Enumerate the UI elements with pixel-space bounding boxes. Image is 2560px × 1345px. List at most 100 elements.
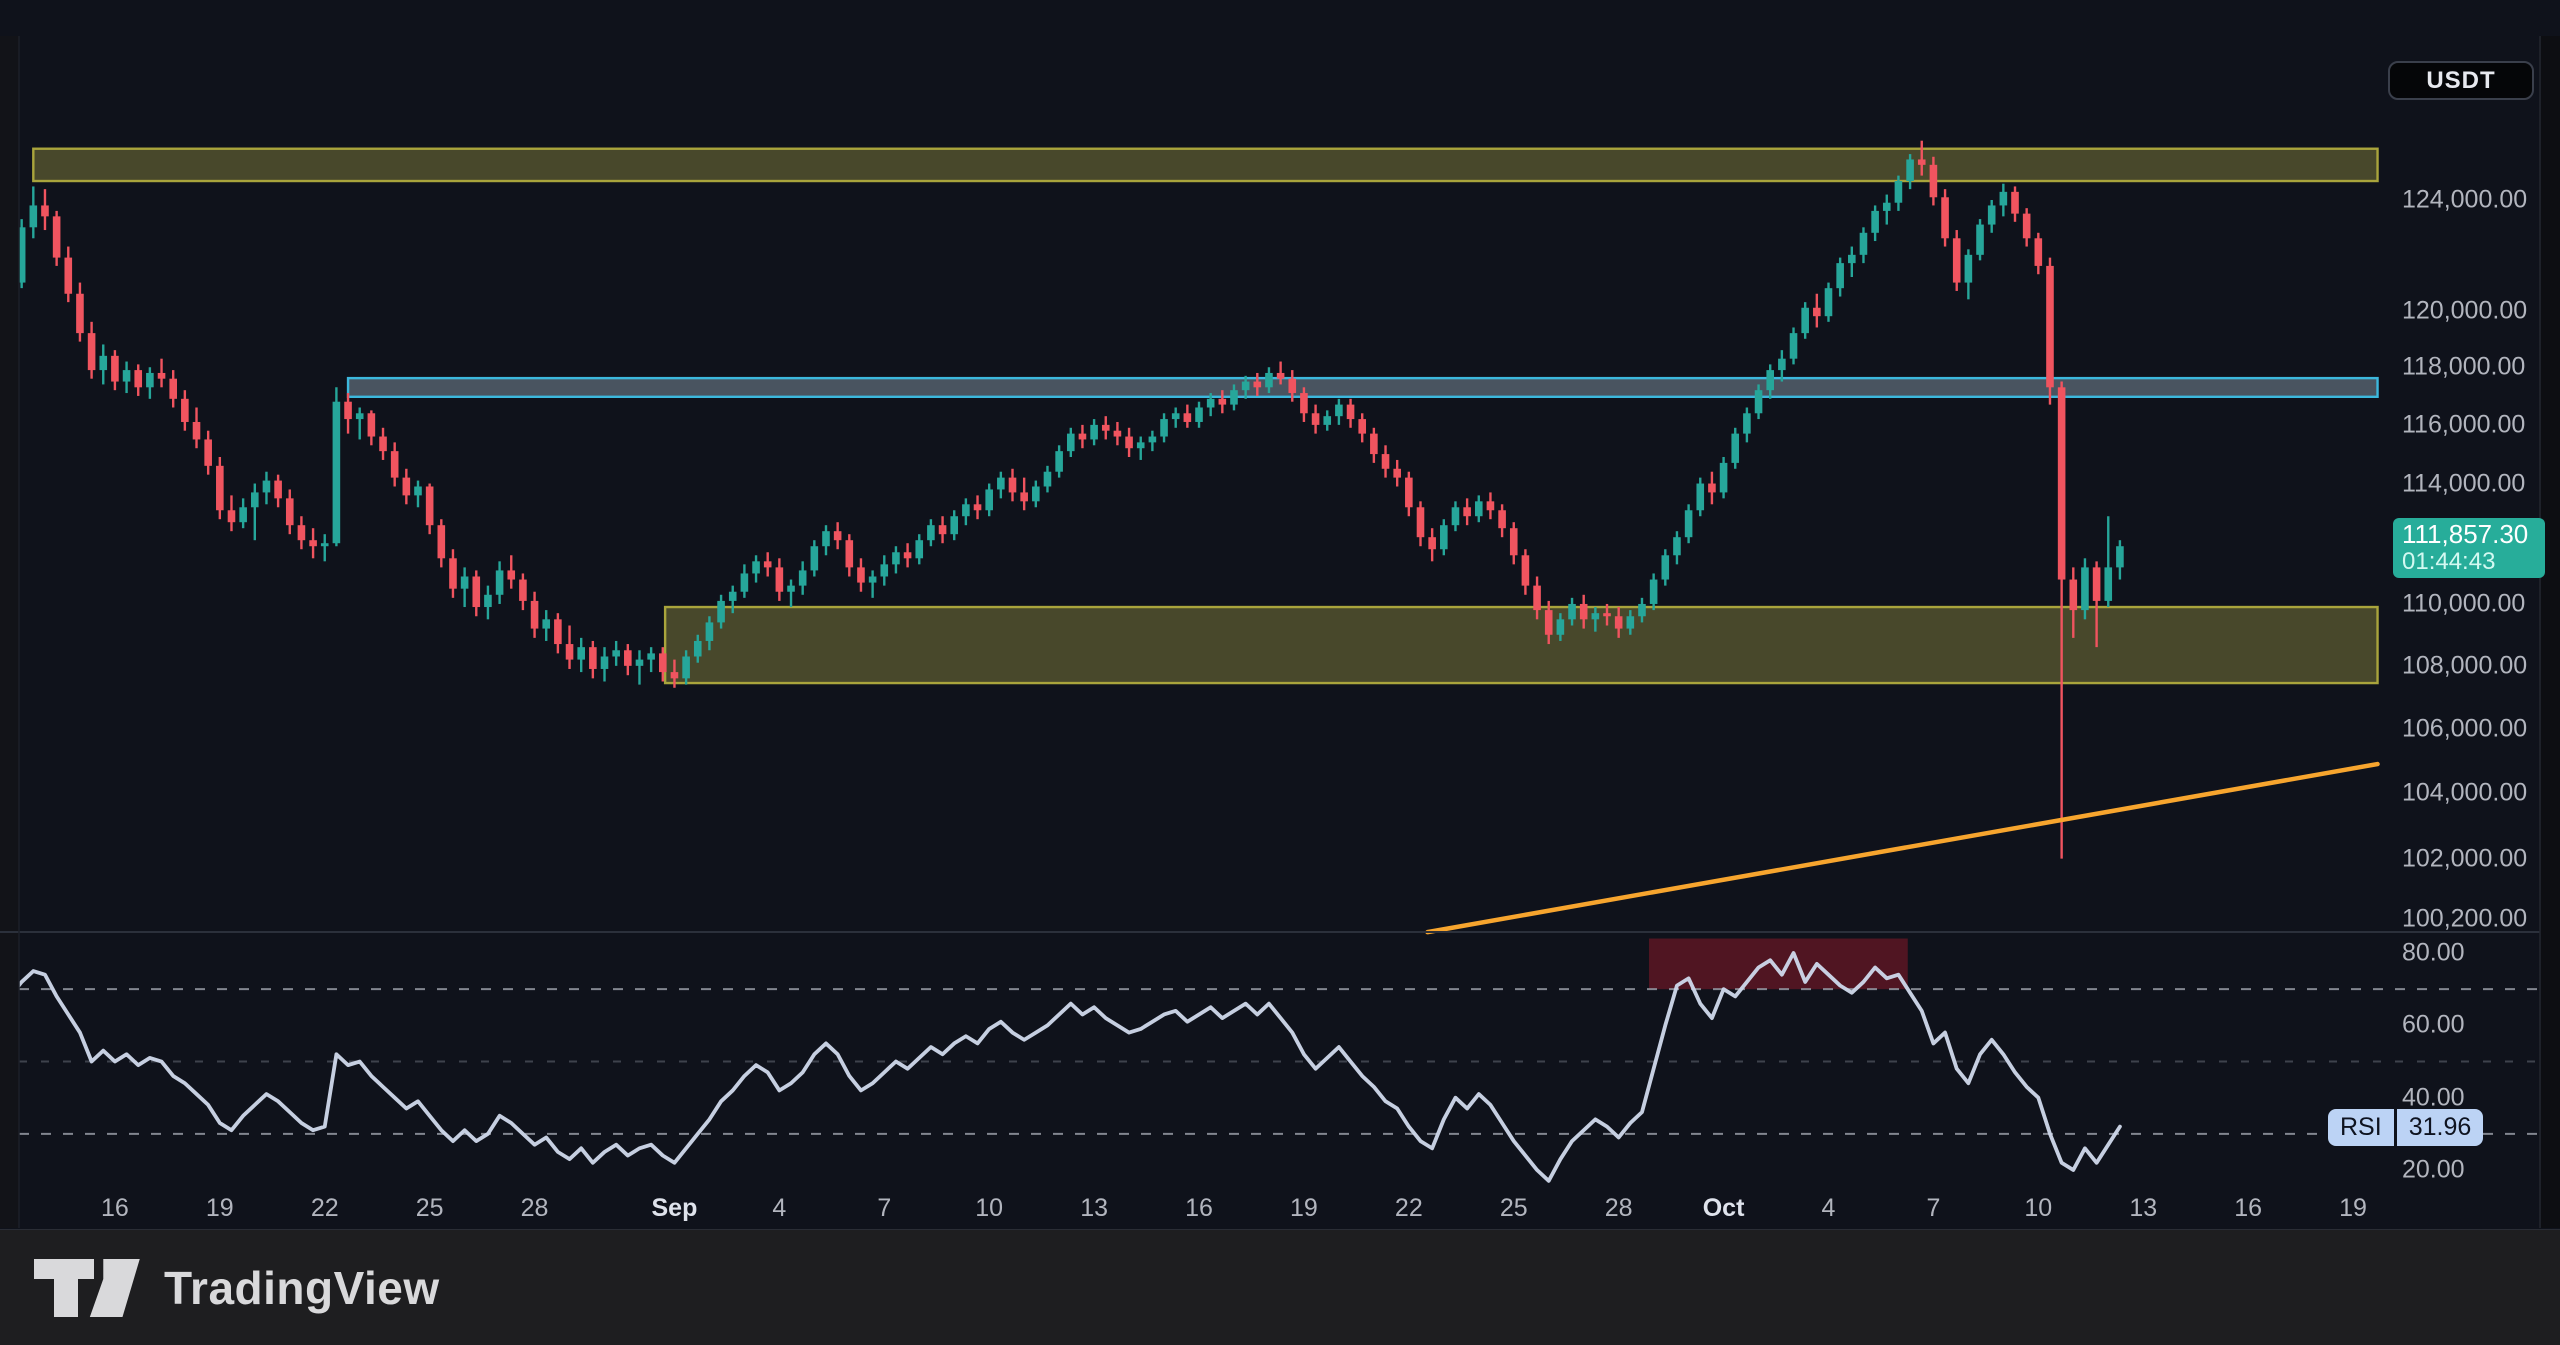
left-margin	[0, 36, 19, 1228]
price-tick-label: 100,200.00	[2402, 904, 2528, 933]
candle-body	[1684, 510, 1693, 538]
demand-zone	[663, 605, 2379, 685]
candle-body	[542, 619, 551, 629]
candle-body	[787, 585, 795, 592]
candle-body	[1836, 263, 1844, 289]
candle-body	[1638, 603, 1646, 617]
candle-body	[1008, 477, 1017, 493]
price-tick-label: 106,000.00	[2402, 714, 2528, 743]
candle-body	[1265, 372, 1273, 388]
candle-body	[1346, 404, 1355, 420]
time-tick-label: 22	[310, 1194, 339, 1222]
candle-body	[1673, 537, 1681, 556]
candle-body	[17, 227, 26, 283]
candle-body	[892, 552, 900, 565]
chart-canvas[interactable]	[0, 0, 2560, 1229]
price-tick-label: 124,000.00	[2402, 185, 2528, 214]
candle-body	[1894, 181, 1903, 203]
candle-body	[1463, 507, 1471, 517]
candle-body	[204, 439, 212, 466]
candle-body	[1591, 613, 1600, 620]
candle-body	[775, 567, 784, 592]
candle-body	[1416, 507, 1425, 538]
footer-bar: TradingView	[0, 1229, 2560, 1345]
candle-body	[414, 486, 422, 496]
price-tick-label: 120,000.00	[2402, 296, 2528, 325]
right-margin	[2541, 36, 2560, 1228]
time-tick-label: 16	[2234, 1194, 2263, 1222]
rsi-line	[8, 951, 2122, 1183]
candle-body	[1568, 603, 1576, 620]
quote-currency-label: USDT	[2426, 66, 2496, 94]
candle-body	[2034, 238, 2043, 266]
candle-body	[2104, 567, 2113, 601]
candle-body	[484, 594, 492, 608]
candle-body	[157, 372, 166, 379]
candle-body	[1288, 378, 1297, 394]
candle-body	[1125, 436, 1133, 449]
candle-body	[938, 525, 947, 535]
time-tick-label: 7	[1926, 1194, 1941, 1222]
time-tick-label: 16	[101, 1194, 129, 1222]
candle-body	[519, 579, 527, 601]
candle-body	[285, 498, 294, 526]
candle-body	[2081, 567, 2089, 611]
candle-body	[763, 561, 772, 568]
candle-body	[798, 570, 807, 586]
candle-body	[1253, 381, 1262, 388]
candle-body	[1521, 555, 1530, 586]
candle-body	[1743, 413, 1751, 434]
candle-body	[1206, 398, 1215, 408]
candle-body	[857, 567, 865, 583]
candle-body	[1183, 413, 1192, 422]
candle-body	[2011, 191, 2019, 214]
bar-close-countdown: 01:44:43	[2402, 547, 2496, 575]
candle-body	[1708, 483, 1716, 493]
candle-body	[1335, 404, 1343, 417]
candle-body	[64, 257, 73, 294]
tradingview-logo-icon	[34, 1259, 140, 1317]
candle-body	[728, 591, 737, 601]
candle-body	[134, 370, 143, 388]
candle-body	[460, 576, 469, 589]
rsi-tick-label: 60.00	[2402, 1010, 2465, 1039]
candle-body	[1474, 501, 1483, 517]
candle-body	[1043, 471, 1052, 487]
candle-body	[2092, 567, 2101, 601]
candle-body	[624, 650, 632, 666]
candle-body	[2022, 213, 2031, 239]
candle-body	[76, 293, 84, 334]
candle-body	[52, 216, 61, 258]
rsi-badge-divider	[2393, 1108, 2397, 1146]
candle-body	[1428, 537, 1436, 550]
candle-body	[705, 622, 714, 641]
candle-body	[1824, 288, 1833, 317]
time-tick-label: 28	[520, 1194, 549, 1222]
candle-body	[1731, 433, 1740, 463]
candle-body	[927, 525, 935, 541]
candle-body	[635, 659, 644, 666]
candle-body	[577, 647, 585, 660]
candle-body	[1556, 619, 1565, 635]
candle-body	[1300, 393, 1308, 414]
candle-body	[1696, 483, 1705, 511]
price-tick-label: 108,000.00	[2402, 651, 2528, 680]
time-tick-label: 10	[975, 1194, 1004, 1222]
candle-body	[437, 525, 446, 559]
candle-body	[1148, 436, 1157, 443]
candle-body	[169, 378, 177, 399]
candle-body	[833, 531, 842, 541]
candle-body	[1440, 525, 1448, 550]
candle-body	[99, 355, 108, 371]
tradingview-logo[interactable]: TradingView	[34, 1257, 440, 1319]
candle-body	[216, 465, 224, 511]
candle-body	[87, 333, 96, 371]
candle-body	[1766, 370, 1775, 391]
candle-body	[868, 576, 877, 583]
candle-body	[1789, 333, 1798, 359]
candle-body	[1381, 454, 1390, 469]
candle-body	[717, 600, 725, 623]
candle-body	[1055, 451, 1063, 472]
time-tick-label: 4	[1821, 1194, 1836, 1222]
candle-body	[402, 477, 411, 496]
